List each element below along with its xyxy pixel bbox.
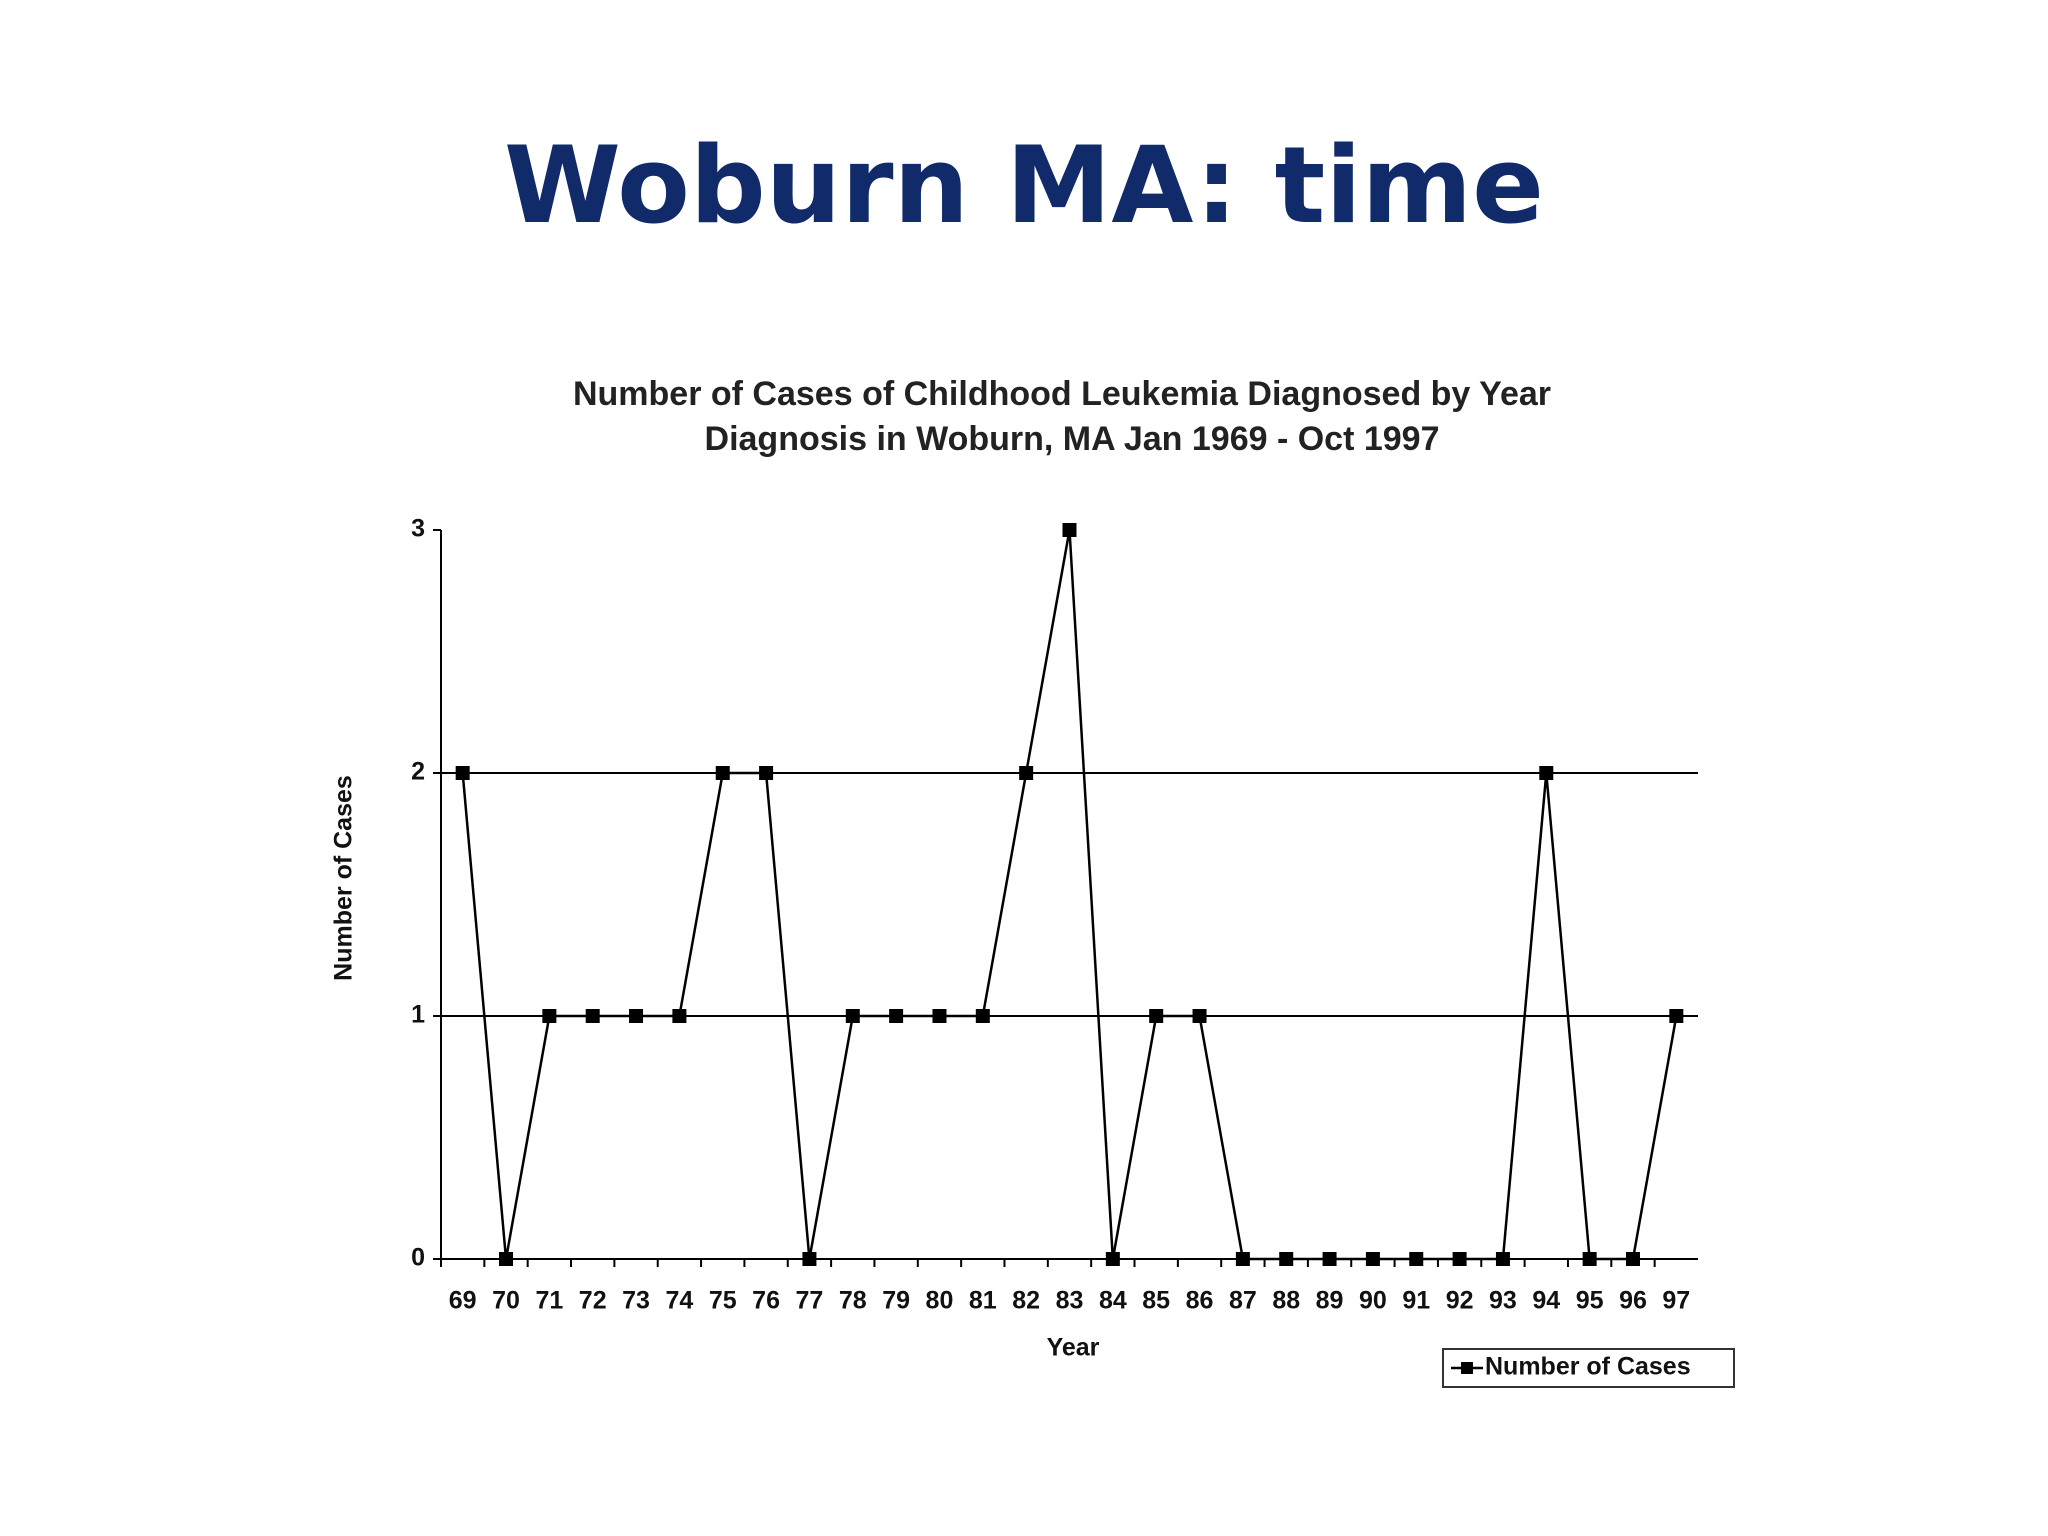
y-tick-label: 3: [411, 515, 425, 543]
x-tick-label: 86: [1186, 1287, 1214, 1315]
x-tick-label: 85: [1142, 1287, 1170, 1315]
legend-label: Number of Cases: [1485, 1353, 1691, 1381]
x-tick-label: 92: [1446, 1287, 1474, 1315]
chart-title: Number of Cases of Childhood Leukemia Di…: [573, 375, 1551, 413]
marker: [1322, 1252, 1337, 1266]
x-tick-label: 79: [882, 1287, 910, 1315]
x-tick-label: 87: [1229, 1287, 1257, 1315]
y-tick-label: 0: [411, 1244, 425, 1272]
x-tick-label: 69: [449, 1287, 477, 1315]
marker: [1452, 1252, 1467, 1266]
marker: [715, 766, 730, 780]
marker: [1669, 1009, 1684, 1023]
x-tick-label: 90: [1359, 1287, 1387, 1315]
y-axis-label: Number of Cases: [330, 775, 358, 981]
marker: [1365, 1252, 1380, 1266]
marker: [585, 1009, 600, 1023]
x-tick-label: 80: [926, 1287, 954, 1315]
marker: [1625, 1252, 1640, 1266]
marker: [1192, 1009, 1207, 1023]
x-tick-label: 73: [622, 1287, 650, 1315]
x-tick-label: 75: [709, 1287, 737, 1315]
marker: [759, 766, 774, 780]
marker: [1019, 766, 1034, 780]
x-tick-label: 78: [839, 1287, 867, 1315]
marker: [1539, 766, 1554, 780]
marker: [802, 1252, 817, 1266]
x-tick-label: 76: [752, 1287, 780, 1315]
chart-subtitle: Diagnosis in Woburn, MA Jan 1969 - Oct 1…: [705, 420, 1440, 458]
marker: [629, 1009, 644, 1023]
y-tick-label: 2: [411, 758, 425, 786]
marker: [1409, 1252, 1424, 1266]
x-tick-label: 74: [665, 1287, 693, 1315]
x-tick-label: 88: [1272, 1287, 1300, 1315]
marker: [1235, 1252, 1250, 1266]
marker: [1105, 1252, 1120, 1266]
x-tick-label: 71: [535, 1287, 563, 1315]
x-tick-label: 77: [796, 1287, 824, 1315]
marker: [1062, 523, 1077, 537]
marker: [1279, 1252, 1294, 1266]
y-tick-label: 1: [411, 1001, 425, 1029]
x-tick-label: 95: [1576, 1287, 1604, 1315]
x-tick-label: 97: [1662, 1287, 1690, 1315]
x-tick-label: 91: [1402, 1287, 1430, 1315]
x-axis-label: Year: [1047, 1334, 1100, 1362]
x-tick-label: 93: [1489, 1287, 1517, 1315]
x-tick-label: 83: [1056, 1287, 1084, 1315]
marker: [1582, 1252, 1597, 1266]
x-tick-label: 82: [1012, 1287, 1040, 1315]
x-tick-label: 84: [1099, 1287, 1127, 1315]
marker: [889, 1009, 904, 1023]
marker: [499, 1252, 514, 1266]
x-tick-label: 72: [579, 1287, 607, 1315]
marker: [1495, 1252, 1510, 1266]
marker: [672, 1009, 687, 1023]
x-tick-label: 96: [1619, 1287, 1647, 1315]
marker: [542, 1009, 557, 1023]
x-tick-label: 81: [969, 1287, 997, 1315]
marker: [1149, 1009, 1164, 1023]
legend-marker: [1461, 1362, 1473, 1374]
legend-box: [1442, 1348, 1735, 1388]
slide-title: Woburn MA: time: [504, 124, 1544, 247]
marker: [932, 1009, 947, 1023]
x-tick-label: 94: [1532, 1287, 1560, 1315]
x-tick-label: 70: [492, 1287, 520, 1315]
marker: [975, 1009, 990, 1023]
marker: [845, 1009, 860, 1023]
marker: [455, 766, 470, 780]
x-tick-label: 89: [1316, 1287, 1344, 1315]
